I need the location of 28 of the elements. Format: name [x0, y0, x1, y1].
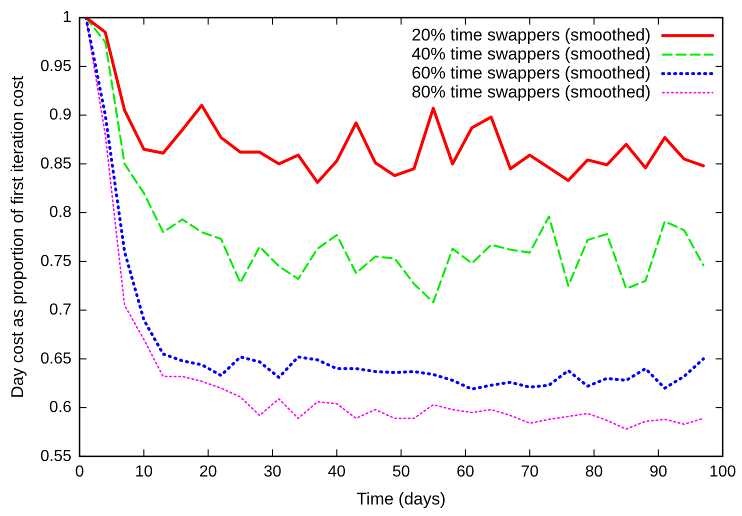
y-tick-label: 0.75 [40, 252, 72, 270]
y-axis-title: Day cost as proportion of first iteration cost [8, 76, 27, 398]
y-tick-label: 0.7 [49, 302, 72, 319]
x-axis-title: Time (days) [356, 489, 446, 508]
legend-label: 40% time swappers (smoothed) [412, 44, 651, 64]
x-tick-label: 20 [199, 463, 218, 480]
x-tick-label: 100 [709, 463, 736, 480]
legend-label: 80% time swappers (smoothed) [412, 82, 651, 102]
x-tick-label: 60 [456, 463, 474, 480]
y-tick-label: 1 [62, 9, 72, 26]
y-tick-label: 0.85 [40, 155, 72, 172]
y-tick-label: 0.6 [49, 399, 72, 416]
x-tick-label: 40 [328, 463, 346, 480]
y-tick-label: 0.9 [49, 106, 72, 124]
x-tick-label: 80 [585, 463, 604, 480]
x-tick-label: 70 [520, 463, 539, 480]
x-tick-label: 10 [134, 463, 153, 480]
x-tick-label: 0 [75, 463, 84, 480]
y-tick-label: 0.95 [40, 58, 72, 75]
x-tick-label: 30 [264, 463, 282, 480]
y-tick-label: 0.55 [40, 448, 72, 465]
line-series [84, 18, 704, 304]
legend-label: 20% time swappers (smoothed) [412, 25, 651, 44]
y-tick-label: 0.65 [40, 350, 72, 368]
x-tick-label: 90 [649, 463, 668, 480]
legend-label: 60% time swappers (smoothed) [412, 63, 651, 82]
x-tick-label: 50 [392, 463, 410, 480]
y-tick-label: 0.8 [49, 204, 72, 222]
